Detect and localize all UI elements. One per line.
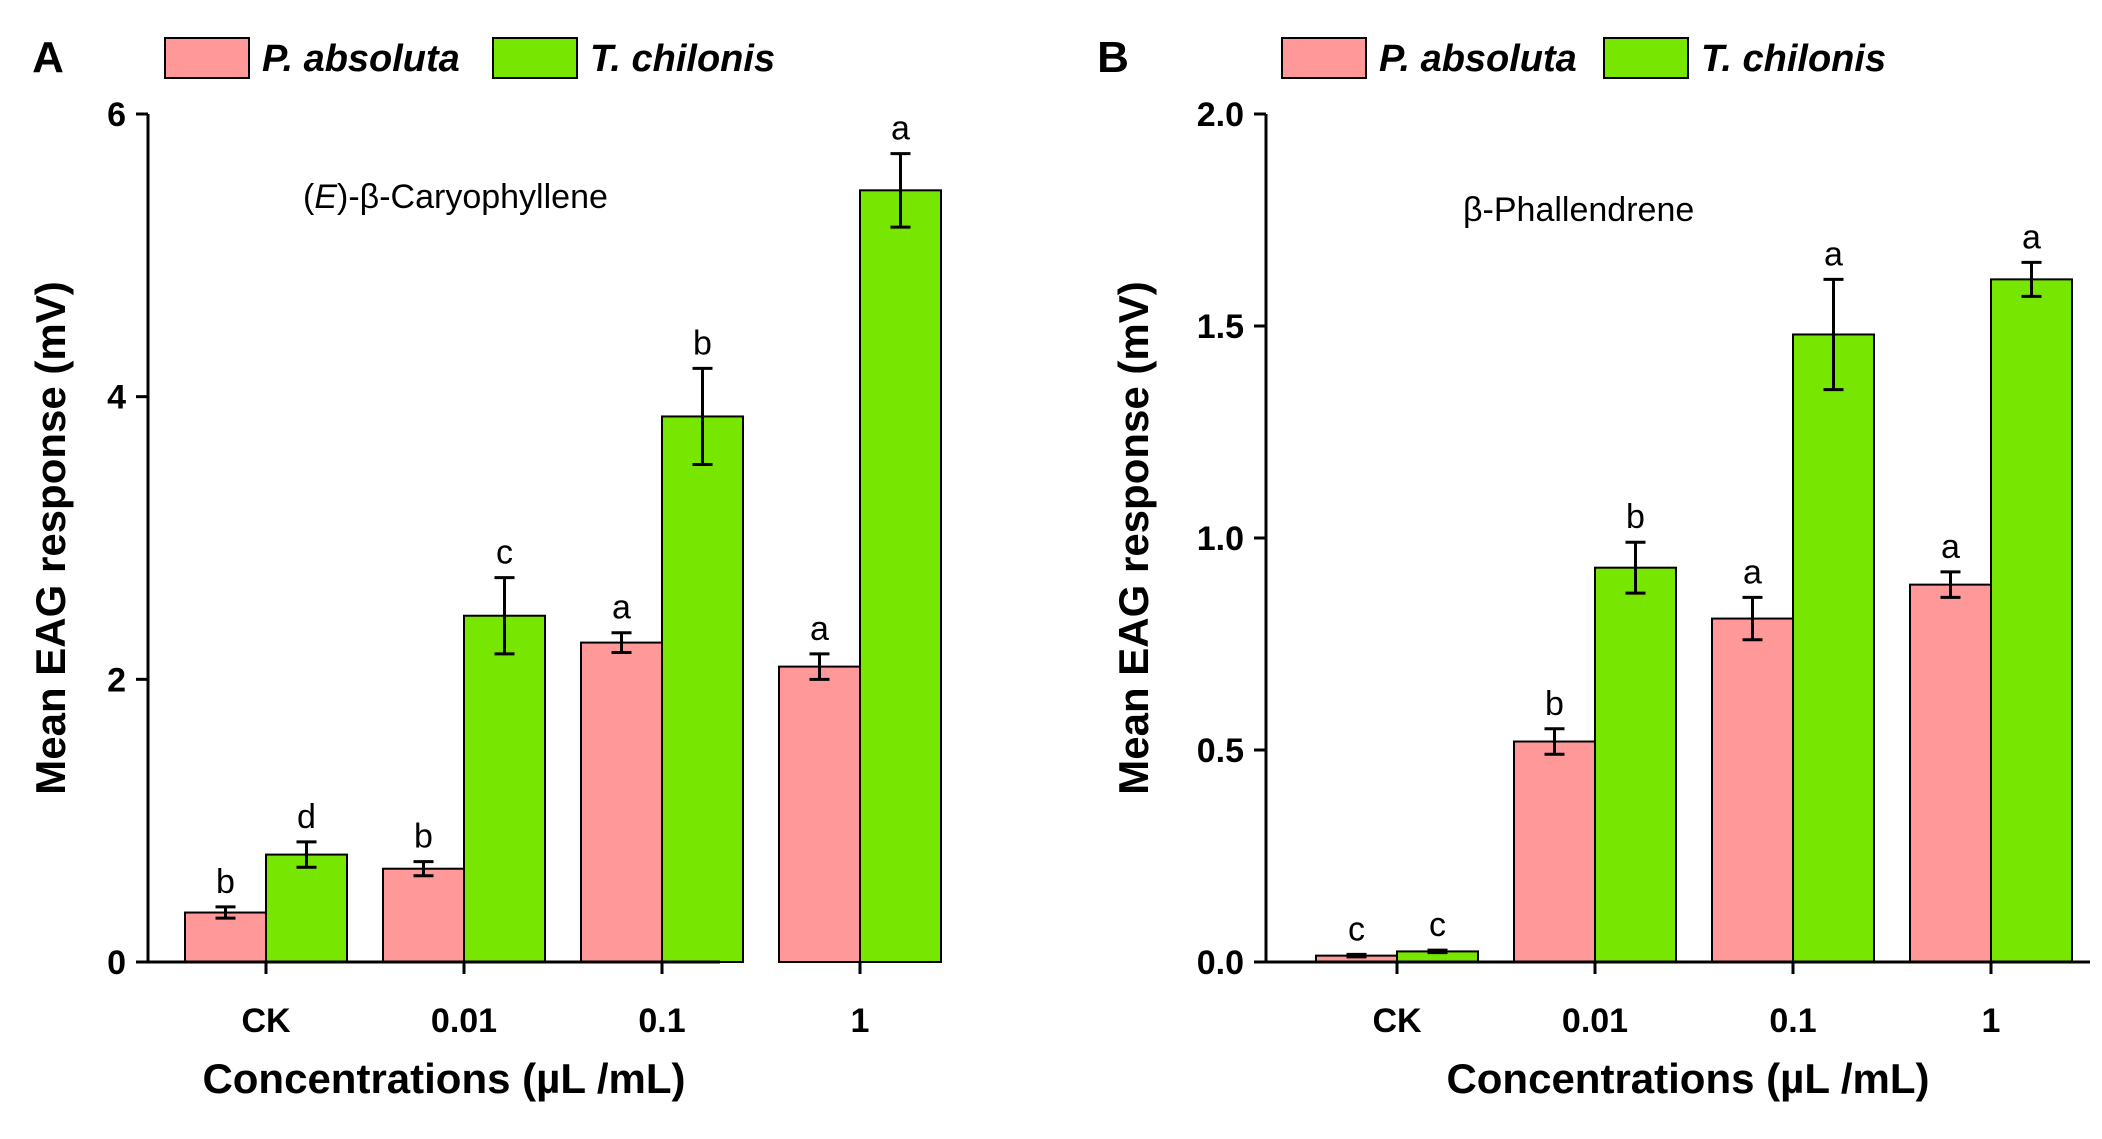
- significance-letter: c: [1348, 910, 1365, 948]
- y-tick-label: 6: [107, 96, 126, 134]
- legend-swatch: [164, 37, 250, 79]
- bar-t-chilonis: [661, 415, 744, 964]
- y-tick-label: 4: [107, 379, 126, 417]
- y-tick-label: 0.5: [1197, 732, 1244, 770]
- significance-letter: a: [2022, 218, 2041, 256]
- y-tick-label: 1.0: [1197, 520, 1244, 558]
- compound-title: β-Phallendrene: [1463, 191, 1694, 229]
- x-tick-label: 0.1: [1769, 1002, 1816, 1040]
- significance-letter: a: [1941, 528, 1960, 566]
- legend-label: P. absoluta: [1379, 38, 1577, 80]
- significance-letter: a: [1824, 235, 1843, 273]
- compound-title-italic: E: [314, 178, 337, 216]
- panel-letter: A: [32, 33, 64, 82]
- bar-p-absoluta: [1711, 617, 1794, 963]
- y-axis-title: Mean EAG response (mV): [1110, 281, 1157, 794]
- y-tick-label: 2: [107, 661, 126, 699]
- significance-letter: c: [496, 534, 513, 572]
- bar-t-chilonis: [1990, 278, 2073, 963]
- y-tick-label: 0: [107, 944, 126, 982]
- x-tick-label: 0.01: [431, 1002, 497, 1040]
- y-tick-label: 0.0: [1197, 944, 1244, 982]
- x-tick-label: 0.1: [638, 1002, 685, 1040]
- bar-p-absoluta: [382, 867, 465, 963]
- x-tick-label: 1: [1982, 1002, 2001, 1040]
- bar-t-chilonis: [265, 853, 348, 963]
- significance-letter: c: [1429, 906, 1446, 944]
- bar-t-chilonis: [463, 614, 546, 963]
- significance-letter: d: [297, 798, 316, 836]
- panel-letter: B: [1097, 33, 1129, 82]
- y-tick-label: 2.0: [1197, 96, 1244, 134]
- legend-label: T. chilonis: [590, 38, 775, 80]
- legend-swatch: [492, 37, 578, 79]
- significance-letter: a: [891, 110, 910, 148]
- x-tick-label: 0.01: [1562, 1002, 1628, 1040]
- x-axis-title: Concentrations (µL /mL): [1446, 1055, 1929, 1102]
- y-tick-label: 1.5: [1197, 308, 1244, 346]
- bar-p-absoluta: [1909, 583, 1992, 963]
- bar-t-chilonis: [1792, 333, 1875, 964]
- significance-letter: a: [612, 589, 631, 627]
- y-axis-title: Mean EAG response (mV): [27, 281, 74, 794]
- legend-label: P. absoluta: [262, 38, 460, 80]
- compound-title-part: )-β-Caryophyllene: [337, 178, 608, 216]
- legend-swatch: [1281, 37, 1367, 79]
- compound-title: (E)-β-Caryophyllene: [303, 178, 608, 216]
- bar-t-chilonis: [1594, 566, 1677, 963]
- compound-title-part: (: [303, 178, 315, 216]
- x-tick-label: 1: [851, 1002, 870, 1040]
- significance-letter: b: [414, 818, 433, 856]
- bar-p-absoluta: [778, 665, 861, 963]
- bar-p-absoluta: [580, 641, 663, 963]
- legend-label: T. chilonis: [1701, 38, 1886, 80]
- significance-letter: b: [1545, 685, 1564, 723]
- significance-letter: b: [1626, 498, 1645, 536]
- bar-p-absoluta: [1513, 740, 1596, 964]
- significance-letter: b: [216, 863, 235, 901]
- x-axis-title: Concentrations (µL /mL): [202, 1055, 685, 1102]
- x-tick-label: CK: [241, 1002, 291, 1040]
- legend-swatch: [1603, 37, 1689, 79]
- x-tick-label: CK: [1372, 1002, 1422, 1040]
- significance-letter: a: [1743, 553, 1762, 591]
- significance-letter: a: [810, 610, 829, 648]
- bar-t-chilonis: [859, 189, 942, 963]
- panel-b: B P. absoluta T. chilonis β-Phallendrene c c C…: [1097, 33, 2090, 1102]
- significance-letter: b: [693, 324, 712, 362]
- bar-p-absoluta: [184, 911, 267, 963]
- panel-a: A P. absoluta T. chilonis (E)-β-Caryophylle…: [27, 33, 942, 1102]
